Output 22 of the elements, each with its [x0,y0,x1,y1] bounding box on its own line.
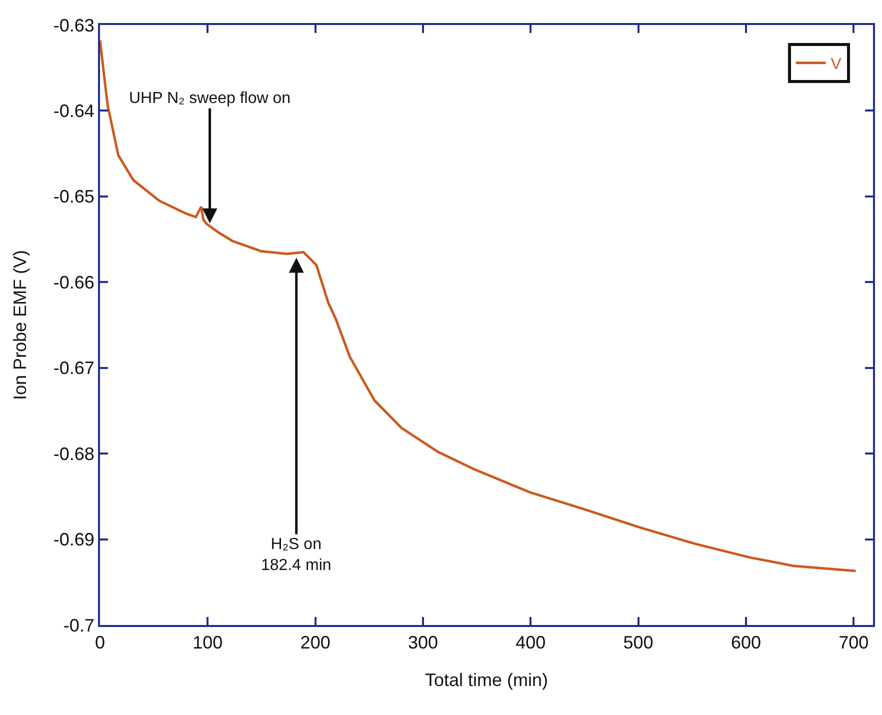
x-tick-label: 0 [94,632,106,653]
annotation: UHP N₂ sweep flow on [129,90,291,107]
y-tick-label: -0.67 [53,358,94,378]
x-tick-label: 100 [192,632,223,653]
y-tick-label: -0.65 [53,186,94,207]
annotation: H₂S on 182.4 min [261,536,332,574]
x-tick-label: 700 [838,632,869,653]
line-series [100,39,858,572]
y-tick-label: -0.68 [53,444,94,464]
y-tick-label: -0.66 [53,272,94,292]
x-tick-label: 300 [408,632,438,653]
legend-label: V [830,56,842,74]
x-tick-label: 500 [623,632,654,653]
y-tick-label: -0.64 [53,101,94,122]
x-axis-title: Total time (min) [424,670,548,690]
x-tick-label: 200 [300,632,330,653]
y-tick-label: -0.63 [53,15,94,36]
y-tick-label: -0.7 [63,615,94,636]
y-axis-title: Ion Probe EMF (V) [10,250,30,400]
x-tick-label: 600 [730,632,761,653]
y-tick-label: -0.69 [53,530,94,550]
x-tick-label: 400 [516,632,546,653]
